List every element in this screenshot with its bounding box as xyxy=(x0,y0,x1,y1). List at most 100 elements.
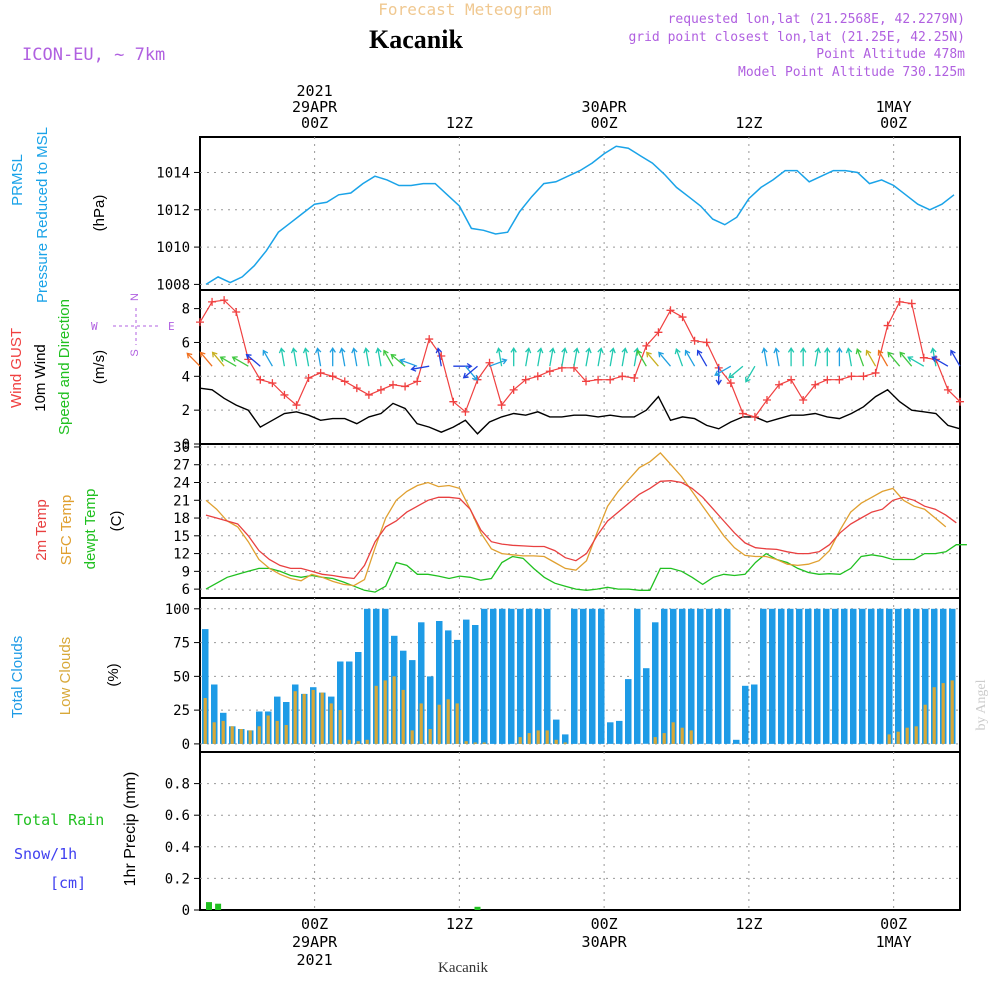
total-cloud-bar xyxy=(517,608,524,744)
wind-gust-marker xyxy=(533,372,542,381)
total-cloud-bar xyxy=(283,702,290,744)
low-cloud-bar xyxy=(680,727,684,744)
y-tick-label: 21 xyxy=(173,493,190,509)
total-cloud-bar xyxy=(607,722,614,744)
chart-layer: 1008101010121014024686912151821242730025… xyxy=(8,82,967,969)
pressure-label-short: PRMSL xyxy=(9,154,26,206)
y-tick-label: 8 xyxy=(182,302,190,318)
temp-sfc-label: SFC Temp xyxy=(58,495,75,566)
clouds-unit: (%) xyxy=(105,663,122,686)
top-time-label: 1MAY xyxy=(876,98,912,116)
total-cloud-bar xyxy=(913,608,920,744)
low-cloud-bar xyxy=(257,726,261,744)
wind-direction-arrow xyxy=(950,349,961,367)
wind-gust-marker xyxy=(376,385,385,394)
low-cloud-bar xyxy=(212,722,216,744)
wind-direction-arrow xyxy=(636,349,647,367)
top-time-label: 12Z xyxy=(446,114,473,132)
wind-direction-arrow xyxy=(877,349,889,367)
total-cloud-bar xyxy=(868,608,875,744)
total-cloud-bar xyxy=(904,608,911,744)
y-tick-label: 1010 xyxy=(156,240,190,256)
total-cloud-bar xyxy=(733,739,740,744)
low-cloud-bar xyxy=(905,727,909,744)
wind-gust-marker xyxy=(943,385,952,394)
low-cloud-bar xyxy=(518,737,522,744)
point-altitude: Point Altitude 478m xyxy=(816,47,965,62)
total-cloud-bar xyxy=(661,608,668,744)
wind-direction-label: Speed and Direction xyxy=(56,299,73,435)
y-tick-label: 1008 xyxy=(156,277,190,293)
wind-direction-arrow xyxy=(561,347,568,367)
total-cloud-bar xyxy=(337,661,344,744)
total-cloud-bar xyxy=(652,622,659,744)
top-time-label: 29APR xyxy=(292,98,338,116)
low-cloud-bar xyxy=(239,729,243,744)
wind-gust-marker xyxy=(268,379,277,388)
y-tick-label: 6 xyxy=(182,582,190,598)
top-time-label: 00Z xyxy=(880,114,907,132)
wind-direction-arrow xyxy=(290,347,298,367)
panel-frame-pressure xyxy=(199,136,961,291)
y-tick-label: 2 xyxy=(182,403,190,419)
total-cloud-bar xyxy=(814,608,821,744)
y-tick-label: 6 xyxy=(182,335,190,351)
wind-direction-arrow xyxy=(363,347,370,367)
top-time-label: 30APR xyxy=(582,98,628,116)
wind-direction-arrow xyxy=(495,347,503,367)
y-tick-label: 0 xyxy=(182,903,190,919)
total-cloud-bar xyxy=(805,608,812,744)
snow-label: Snow/1h xyxy=(14,845,77,863)
wind-direction-arrow xyxy=(824,346,831,367)
bottom-time-label: 29APR xyxy=(292,933,338,951)
wind-direction-arrow xyxy=(646,351,659,367)
total-cloud-bar xyxy=(553,719,560,744)
total-cloud-bar xyxy=(778,608,785,744)
wind-direction-arrow xyxy=(899,351,913,367)
total-cloud-bar xyxy=(436,621,443,744)
wind-gust-marker xyxy=(654,328,663,337)
temp-2m-line xyxy=(205,480,957,580)
footer-location: Kacanik xyxy=(438,960,488,976)
bottom-time-label: 2021 xyxy=(297,951,333,969)
total-cloud-bar xyxy=(535,608,542,744)
wind-gust-marker xyxy=(678,313,687,322)
wind-direction-arrow xyxy=(383,349,394,367)
low-clouds-label: Low Clouds xyxy=(57,637,74,715)
wind-direction-arrow xyxy=(855,348,865,367)
low-cloud-bar xyxy=(545,730,549,744)
y-tick-label: 0.2 xyxy=(165,871,190,887)
y-tick-label: 0.6 xyxy=(165,808,190,824)
total-cloud-bar xyxy=(463,619,470,744)
wind-gust-marker xyxy=(835,375,844,384)
panel-frame-wind xyxy=(199,289,961,445)
wind-gust-marker xyxy=(726,379,735,388)
total-cloud-bar xyxy=(832,608,839,744)
total-cloud-bar xyxy=(769,608,776,744)
wind-direction-arrow xyxy=(674,348,684,367)
wind-direction-arrow xyxy=(399,358,418,367)
low-cloud-bar xyxy=(932,687,936,744)
wind-direction-arrow xyxy=(314,347,322,367)
low-cloud-bar xyxy=(653,737,657,744)
precip-unit: 1hr Precip (mm) xyxy=(122,772,139,887)
total-cloud-bar xyxy=(472,625,479,744)
low-cloud-bar xyxy=(365,739,369,744)
total-clouds-label: Total Clouds xyxy=(9,636,26,719)
y-tick-label: 9 xyxy=(182,564,190,580)
wind-gust-marker xyxy=(232,308,241,316)
wind-gust-marker xyxy=(883,321,892,330)
low-cloud-bar xyxy=(419,703,423,744)
wind-gust-marker xyxy=(666,306,675,315)
wind-direction-arrow xyxy=(211,351,225,367)
wind-direction-arrow xyxy=(573,347,580,367)
y-tick-label: 27 xyxy=(173,458,190,474)
low-cloud-bar xyxy=(887,734,891,744)
wind-gust-marker xyxy=(859,372,868,381)
total-cloud-bar xyxy=(544,608,551,744)
wind-gust-marker xyxy=(606,375,615,384)
low-cloud-bar xyxy=(320,692,324,744)
low-cloud-bar xyxy=(563,742,567,744)
pressure-label-long: Pressure Reduced to MSL xyxy=(34,127,51,303)
